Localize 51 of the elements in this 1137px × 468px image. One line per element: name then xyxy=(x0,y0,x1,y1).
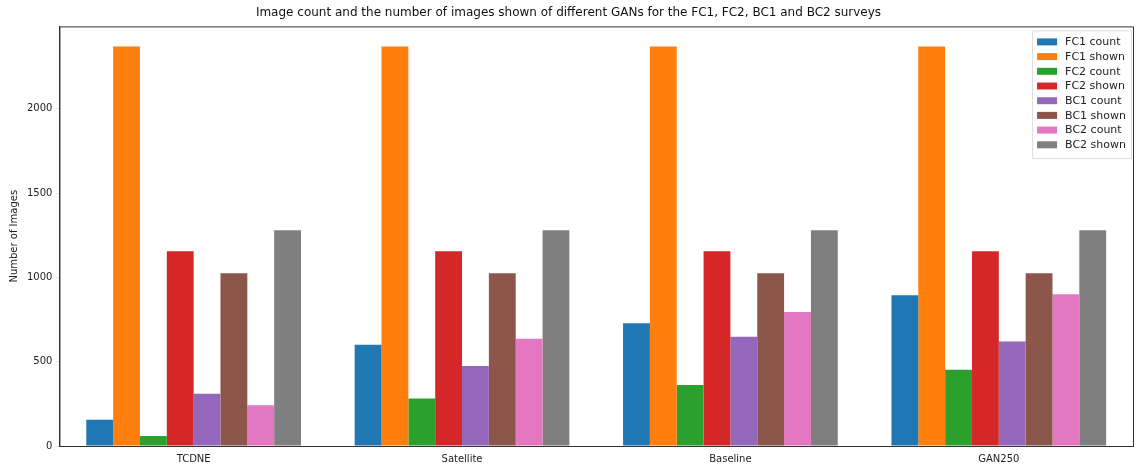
bar xyxy=(462,366,489,446)
x-tick-label: TCDNE xyxy=(175,452,211,464)
bar xyxy=(623,323,650,446)
bar xyxy=(757,273,785,446)
bar xyxy=(354,344,382,446)
x-tick-label: GAN250 xyxy=(978,452,1020,464)
bar xyxy=(1025,273,1053,446)
bar xyxy=(1052,294,1080,446)
legend-label: FC2 count xyxy=(1065,64,1122,78)
bar xyxy=(408,398,436,446)
chart-title: Image count and the number of images shown of different GANs for the FC1, FC2, BC1 and BC2 surveys xyxy=(255,5,882,20)
bar xyxy=(703,251,731,446)
legend-label: FC1 shown xyxy=(1065,49,1125,63)
bar xyxy=(220,273,248,446)
y-tick-label: 2000 xyxy=(27,102,53,114)
legend-label: BC1 count xyxy=(1065,94,1123,108)
bar xyxy=(542,230,570,446)
bar xyxy=(891,295,919,446)
bar xyxy=(676,385,704,446)
bar xyxy=(945,369,972,446)
legend-label: FC1 count xyxy=(1065,35,1122,49)
bar xyxy=(247,405,275,446)
legend-label: BC2 count xyxy=(1065,123,1123,137)
bar xyxy=(274,230,301,446)
legend-label: BC1 shown xyxy=(1065,108,1127,122)
bar xyxy=(1079,230,1107,446)
legend-label: BC2 shown xyxy=(1065,138,1127,152)
bar xyxy=(381,46,409,446)
bar xyxy=(86,419,114,446)
bar xyxy=(918,46,946,446)
y-tick-label: 0 xyxy=(46,439,53,451)
y-axis-title: Number of Images xyxy=(7,189,19,283)
bar xyxy=(784,312,811,446)
bar xyxy=(488,273,516,446)
x-tick-label: Satellite xyxy=(441,452,483,464)
bar xyxy=(649,46,677,446)
bar xyxy=(971,251,999,446)
y-tick-label: 500 xyxy=(33,355,53,367)
bar xyxy=(113,46,140,446)
bar xyxy=(435,251,463,446)
x-tick-label: Baseline xyxy=(709,452,752,464)
bar xyxy=(998,341,1026,446)
bar xyxy=(515,338,543,446)
y-tick-label: 1000 xyxy=(27,270,53,282)
bar xyxy=(810,230,838,446)
legend-label: FC2 shown xyxy=(1065,79,1125,93)
bar xyxy=(139,435,167,446)
bar xyxy=(166,251,194,446)
bar xyxy=(730,336,758,446)
bar xyxy=(193,393,221,446)
y-tick-label: 1500 xyxy=(27,186,53,198)
